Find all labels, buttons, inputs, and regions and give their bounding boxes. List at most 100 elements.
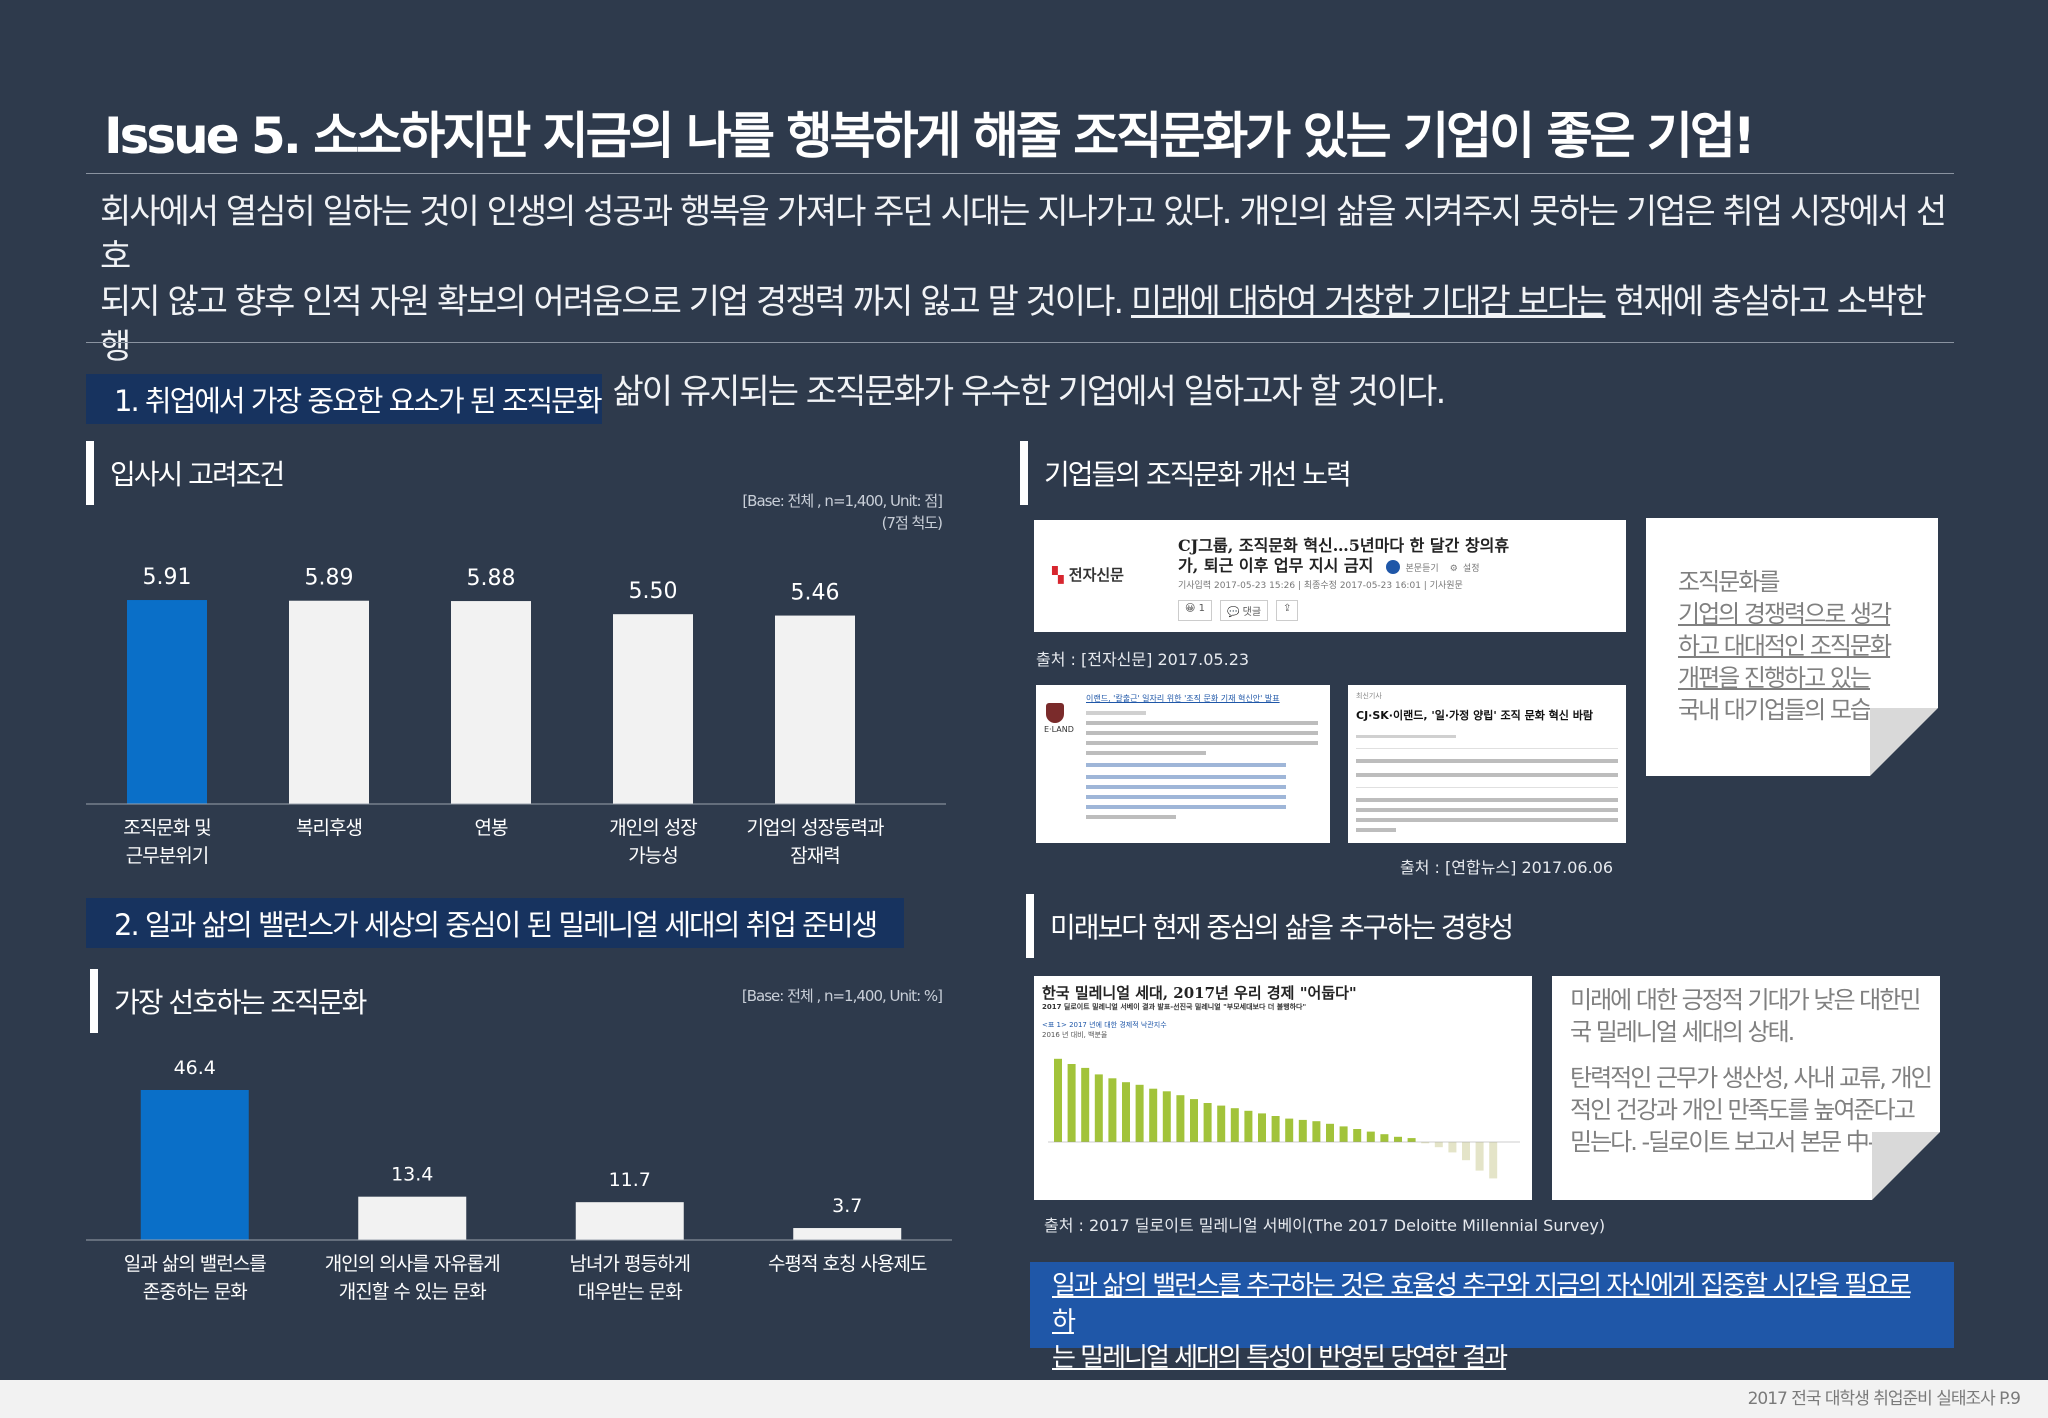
bar-value-label: 11.7 [609, 1169, 651, 1191]
chart-1-subtitle: 입사시 고려조건 [86, 441, 285, 505]
chart-2-base-line-1: [Base: 전체 , n=1,400, Unit: %] [741, 987, 943, 1005]
bar-value-label: 5.91 [143, 565, 192, 590]
section-1-label: 1. 취업에서 가장 중요한 요소가 된 조직문화 [114, 384, 603, 418]
gear-icon: ⚙ [1449, 564, 1458, 574]
subtitle-marker [1020, 441, 1028, 505]
intro-line-2-underlined: 미래에 대하여 거창한 기대감 보다는 [1130, 282, 1607, 322]
mini-chart-bar [1285, 1118, 1294, 1142]
source-2: 출처 : [연합뉴스] 2017.06.06 [1400, 858, 1614, 877]
category-label: 개진할 수 있는 문화 [339, 1281, 486, 1303]
conclusion-line-2: 는 밀레니얼 세대의 특성이 반영된 당연한 결과 [1052, 1343, 1508, 1373]
right-1-subtitle: 기업들의 조직문화 개선 노력 [1020, 441, 1352, 505]
bar-value-label: 5.88 [467, 566, 516, 591]
mini-chart-bar [1312, 1121, 1321, 1142]
article-figure-title: <표 1> 2017 년에 대한 경제적 낙관지수 [1042, 1021, 1167, 1029]
mini-chart-bar [1108, 1078, 1117, 1142]
mini-chart-bar [1434, 1142, 1443, 1148]
subtitle-marker [86, 441, 94, 505]
mini-chart-bar [1094, 1074, 1103, 1142]
category-label: 개인의 의사를 자유롭게 [325, 1253, 500, 1275]
optimism-index-mini-chart [1048, 1058, 1520, 1179]
subtitle-marker [1026, 894, 1034, 958]
like-count: 1 [1198, 603, 1205, 614]
source-1: 출처 : [전자신문] 2017.05.23 [1036, 650, 1250, 669]
category-label: 개인의 성장 [609, 817, 697, 839]
section-2-label: 2. 일과 삶의 밸런스가 세상의 중심이 된 밀레니얼 세대의 취업 준비생 [114, 908, 878, 942]
article-headline: 한국 밀레니얼 세대, 2017년 우리 경제 "어둡다" [1042, 984, 1357, 1002]
listen-label: 본문듣기 [1405, 564, 1439, 574]
intro-line-2b: 현재에 충실하고 소박한 행 [100, 282, 1927, 367]
bar [127, 600, 207, 804]
source-3: 출처 : 2017 딜로이트 밀레니얼 서베이(The 2017 Deloitt… [1044, 1216, 1606, 1235]
news-1-headline-line-2: 가, 퇴근 이후 업무 지시 금지 본문듣기 ⚙ 설정 [1178, 552, 1479, 576]
mini-chart-bar [1203, 1103, 1212, 1142]
bar [613, 614, 693, 804]
intro-line-2: 되지 않고 향후 인적 자원 확보의 어려움으로 기업 경쟁력 까지 잃고 말 … [100, 280, 1960, 370]
mini-chart-bar [1135, 1084, 1144, 1142]
category-label: 기업의 성장동력과 [747, 817, 884, 839]
category-label: 조직문화 및 [123, 817, 211, 839]
bar-value-label: 3.7 [832, 1195, 862, 1217]
mini-chart-bar [1271, 1116, 1280, 1142]
news-1-headline-2: 가, 퇴근 이후 업무 지시 금지 [1178, 556, 1374, 575]
category-label: 수평적 호칭 사용제도 [768, 1253, 927, 1275]
page-curl-icon [1872, 1132, 1940, 1200]
section-1-banner: 1. 취업에서 가장 중요한 요소가 된 조직문화 [86, 374, 603, 424]
intro-line-2a: 되지 않고 향후 인적 자원 확보의 어려움으로 기업 경쟁력 까지 잃고 말 … [100, 282, 1131, 322]
eland-logo: E·LAND [1044, 703, 1074, 734]
chart-1-base-note: [Base: 전체 , n=1,400, Unit: 점] (7점 척도) [640, 490, 943, 534]
conclusion-box: 일과 삶의 밸런스를 추구하는 것은 효율성 추구와 지금의 자신에게 집중할 … [1030, 1262, 1954, 1373]
mini-chart-bar [1258, 1113, 1266, 1142]
comment-label: 댓글 [1242, 607, 1262, 618]
bar [358, 1196, 467, 1240]
chart-1-subtitle-text: 입사시 고려조건 [110, 458, 285, 491]
article-figure-subtitle: 2016 년 대비, 백분율 [1042, 1031, 1108, 1039]
bar [140, 1090, 249, 1240]
etnews-logo-text: 전자신문 [1068, 566, 1124, 584]
conclusion-line-1: 일과 삶의 밸런스를 추구하는 것은 효율성 추구와 지금의 자신에게 집중할 … [1052, 1271, 1912, 1337]
category-label: 존중하는 문화 [143, 1281, 247, 1303]
title-divider [86, 173, 1954, 174]
category-label: 일과 삶의 밸런스를 [124, 1253, 266, 1275]
share-button: ⇪ [1276, 600, 1299, 621]
category-label: 잠재력 [790, 845, 839, 867]
mini-chart-bar [1190, 1099, 1198, 1142]
bar-value-label: 5.46 [791, 581, 840, 606]
chart-1-base-line-1: [Base: 전체 , n=1,400, Unit: 점] [742, 492, 943, 510]
mini-chart-bar [1326, 1123, 1334, 1142]
bar-value-label: 5.89 [305, 566, 354, 591]
etnews-logo: ▚ 전자신문 [1052, 564, 1124, 585]
news-3-headline: CJ·SK·이랜드, '일·가정 양립' 조직 문화 혁신 바람 [1356, 709, 1593, 722]
note-2-line: 믿는다. -딜로이트 보고서 본문 中- [1570, 1128, 1876, 1156]
bar-value-label: 46.4 [174, 1057, 216, 1079]
note-1-text: 조직문화를 기업의 경쟁력으로 생각 하고 대대적인 조직문화 개편을 진행하고… [1678, 566, 1892, 726]
bar-value-label: 13.4 [391, 1164, 433, 1186]
chart-2-subtitle: 가장 선호하는 조직문화 [90, 969, 367, 1033]
bar-value-label: 5.50 [629, 579, 678, 604]
section-2-banner: 2. 일과 삶의 밸런스가 세상의 중심이 된 밀레니얼 세대의 취업 준비생 [86, 898, 904, 948]
mini-chart-bar [1407, 1138, 1416, 1142]
subtitle-marker [90, 969, 98, 1033]
mini-chart-bar [1421, 1142, 1430, 1144]
mini-chart-bar [1054, 1058, 1062, 1142]
mini-chart-bar [1339, 1126, 1348, 1142]
mini-chart-bar [1366, 1131, 1375, 1142]
chart-1-base-line-2: (7점 척도) [881, 514, 943, 532]
news-1-meta: 기사입력 2017-05-23 15:26 | 최종수정 2017-05-23 … [1178, 581, 1463, 591]
bar [451, 601, 531, 804]
mini-chart-bar [1475, 1142, 1484, 1171]
mini-chart-bar [1217, 1105, 1226, 1142]
note-1-line: 조직문화를 [1678, 568, 1780, 596]
share-icon: ⇪ [1283, 603, 1292, 614]
bar [793, 1228, 902, 1240]
mini-chart-bar [1122, 1082, 1130, 1142]
mini-chart-bar [1176, 1095, 1185, 1142]
chart-2-base-note: [Base: 전체 , n=1,400, Unit: %] [640, 985, 943, 1007]
category-label: 근무분위기 [126, 845, 208, 867]
like-button: 😀 1 [1178, 600, 1212, 621]
note-2-line: 미래에 대한 긍정적 기대가 낮은 대한민 [1570, 986, 1921, 1014]
mini-chart-bar [1298, 1119, 1307, 1142]
news-1-headline-1: CJ그룹, 조직문화 혁신…5년마다 한 달간 창의휴 [1178, 536, 1510, 555]
note-1-line: 국내 대기업들의 모습 [1678, 696, 1872, 724]
